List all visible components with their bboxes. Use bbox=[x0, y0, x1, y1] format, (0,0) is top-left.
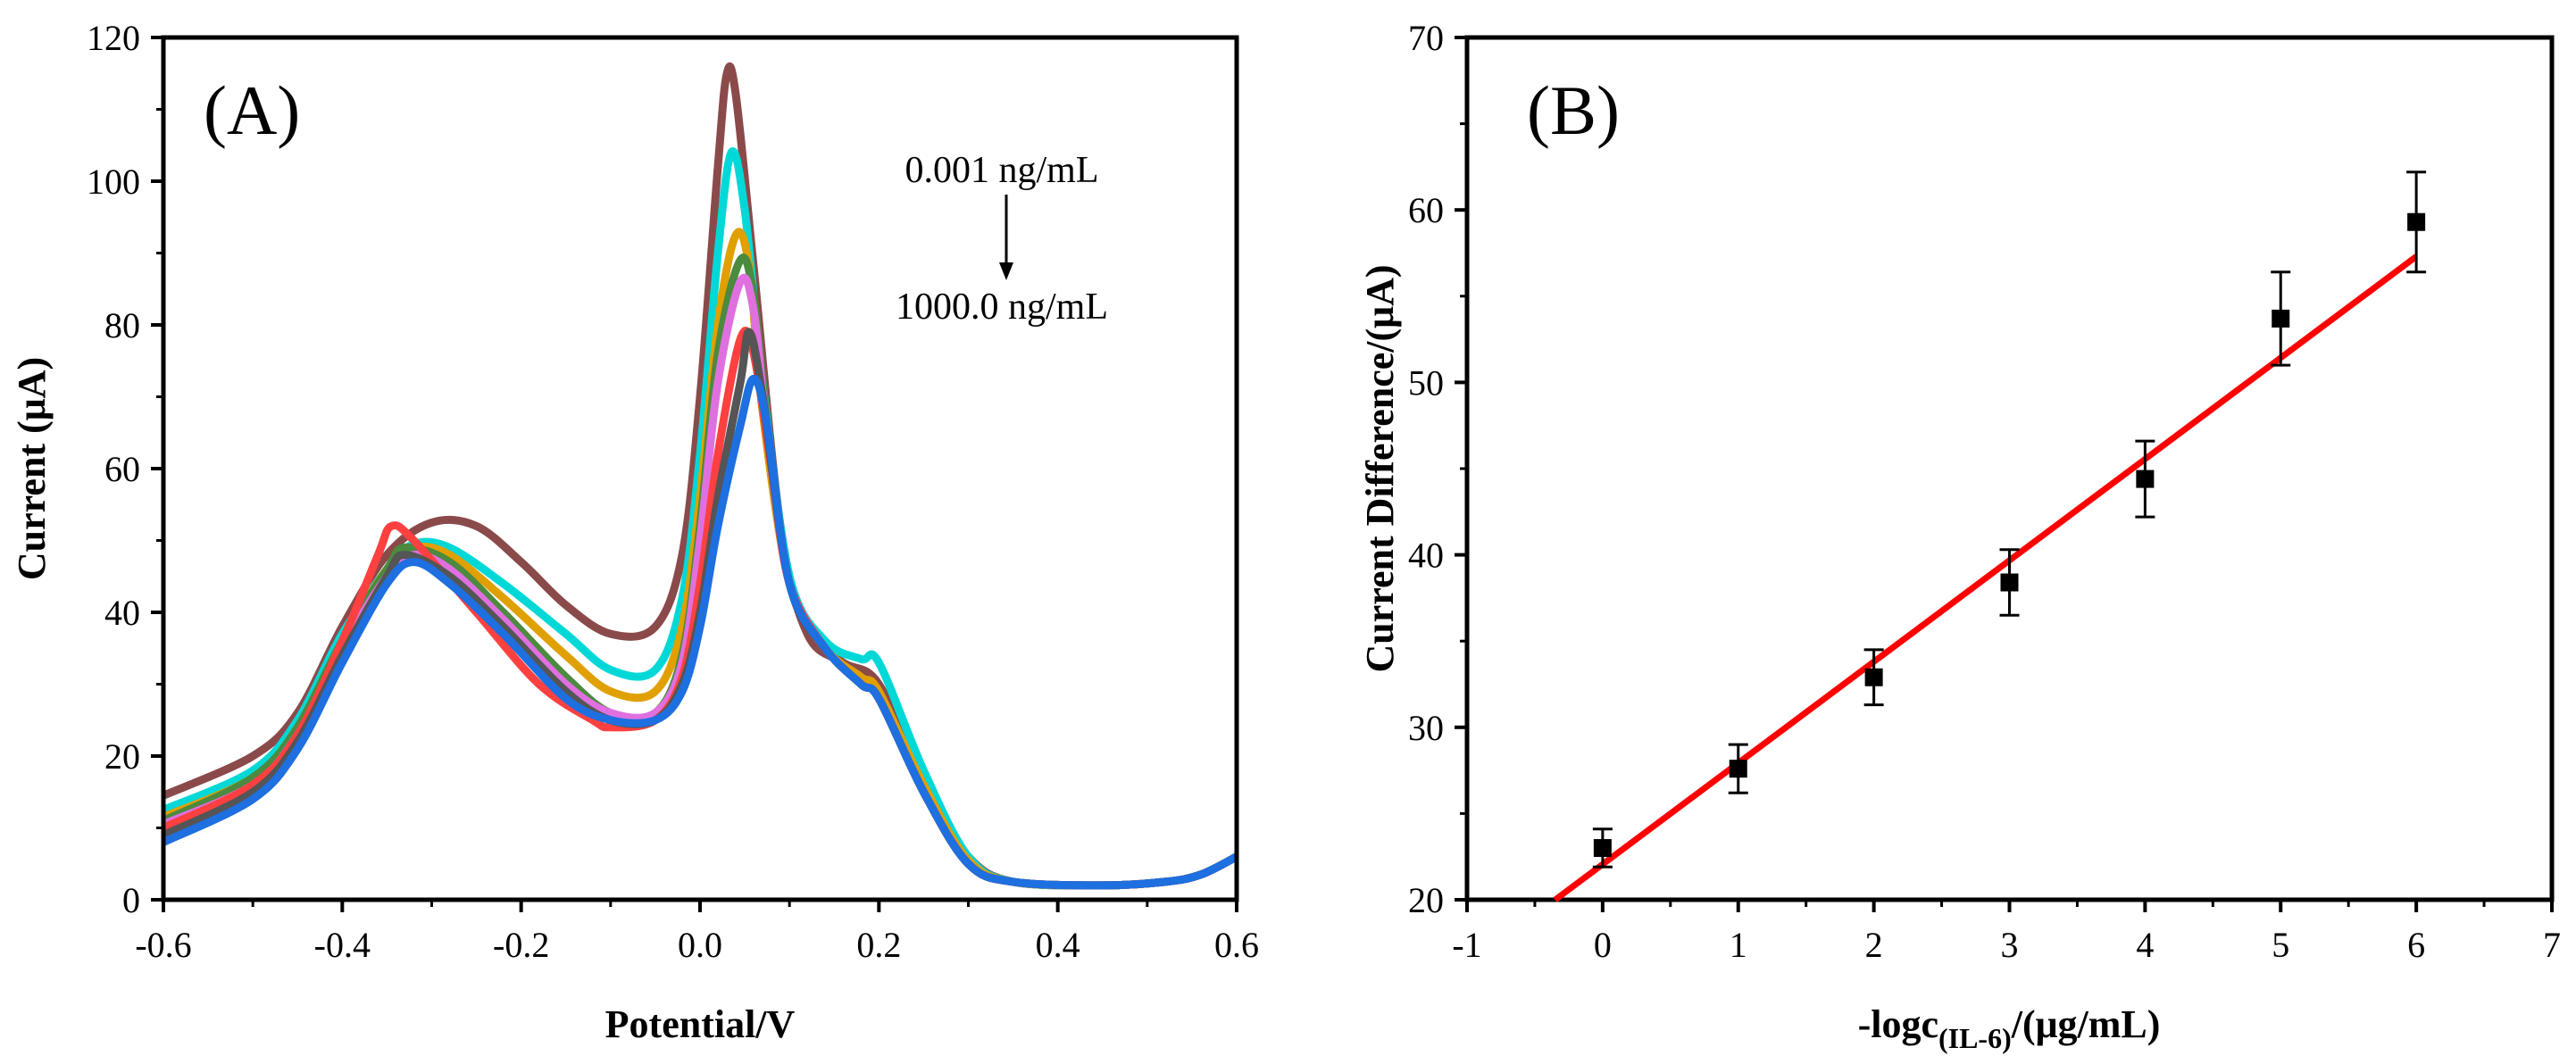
panel-a-curves bbox=[162, 62, 1239, 890]
panel-b-data-point bbox=[2407, 212, 2426, 231]
panel-b-x-tick-label: 3 bbox=[2001, 925, 2019, 965]
panel-a-x-tick-label: 0.4 bbox=[1036, 925, 1080, 965]
panel-a-y-tick-label: 60 bbox=[104, 449, 140, 489]
panel-a-x-tick-label: 0.0 bbox=[678, 925, 722, 965]
panel-a-x-axis-title: Potential/V bbox=[605, 1002, 796, 1046]
panel-a-y-tick-label: 120 bbox=[87, 18, 140, 58]
panel-b-x-tick-label: 7 bbox=[2543, 925, 2561, 965]
panel-b-y-tick-label: 60 bbox=[1408, 190, 1444, 230]
panel-a-y-tick-label: 40 bbox=[104, 593, 140, 633]
panel-b-data-point bbox=[1864, 668, 1883, 686]
panel-b-x-tick-label: 6 bbox=[2407, 925, 2425, 965]
panel-b-frame bbox=[1464, 35, 2555, 902]
panel-a-chart: -0.6 -0.4 -0.2 0.0 0.2 0.4 0.6 0 20 40 60 80 100 120… bbox=[10, 18, 1259, 1046]
panel-b-fit-line-group bbox=[1553, 254, 2419, 902]
panel-a-y-tick-label: 100 bbox=[87, 162, 140, 202]
panel-a-annotation-bottom: 1000.0 ng/mL bbox=[896, 287, 1108, 328]
panel-a-y-ticks: 0 20 40 60 80 100 120 bbox=[87, 18, 163, 920]
panel-b-y-tick-label: 50 bbox=[1408, 362, 1444, 403]
panel-b-points bbox=[1592, 170, 2427, 869]
panel-a-series-7 bbox=[162, 374, 1239, 890]
panel-b-fit-line bbox=[1553, 254, 2419, 902]
panel-b-y-ticks: 20 30 40 50 60 70 bbox=[1408, 18, 1467, 920]
panel-a-x-tick-label: -0.6 bbox=[135, 925, 191, 965]
panel-a-y-axis-title: Current (μA) bbox=[10, 357, 54, 580]
panel-b-x-axis-title-subscript: (IL-6) bbox=[1938, 1022, 2012, 1054]
panel-b-chart: -1 0 1 2 3 4 5 6 7 20 30 40 50 60 70 (B) -logc(IL-6)/… bbox=[1358, 18, 2561, 1054]
panel-a-y-tick-label: 80 bbox=[104, 305, 140, 345]
panel-b-label: (B) bbox=[1527, 71, 1620, 149]
panel-a-y-tick-label: 0 bbox=[122, 880, 140, 920]
panel-a-x-tick-label: 0.2 bbox=[856, 925, 901, 965]
panel-a-x-ticks: -0.6 -0.4 -0.2 0.0 0.2 0.4 0.6 bbox=[135, 900, 1259, 965]
panel-a-annotation-top: 0.001 ng/mL bbox=[905, 150, 1099, 191]
panel-b-y-tick-label: 20 bbox=[1408, 880, 1444, 920]
panel-a-label: (A) bbox=[204, 71, 300, 149]
panel-b-data-point bbox=[1593, 839, 1612, 858]
panel-b-y-axis-title: Current Difference/(μA) bbox=[1358, 264, 1402, 672]
panel-a-annotation-arrowhead bbox=[999, 262, 1013, 280]
panel-a-x-tick-label: -0.4 bbox=[314, 925, 371, 965]
panel-b-data-point bbox=[2272, 309, 2290, 328]
panel-b-data-point bbox=[2000, 573, 2019, 592]
panel-b-x-axis-title: -logc(IL-6)/(μg/mL) bbox=[1858, 1002, 2161, 1054]
panel-a-x-tick-label: -0.2 bbox=[493, 925, 549, 965]
panel-b-x-tick-label: 4 bbox=[2136, 925, 2154, 965]
panel-a-y-tick-label: 20 bbox=[104, 736, 140, 777]
panel-b-x-ticks: -1 0 1 2 3 4 5 6 7 bbox=[1452, 900, 2561, 965]
panel-b-x-tick-label: 0 bbox=[1594, 925, 1612, 965]
panel-b-x-axis-title-tail: /(μg/mL) bbox=[2011, 1002, 2161, 1046]
panel-a-x-tick-label: 0.6 bbox=[1214, 925, 1259, 965]
panel-b-x-tick-label: 2 bbox=[1865, 925, 1883, 965]
panel-b-x-tick-label: 5 bbox=[2272, 925, 2289, 965]
panel-b-y-tick-label: 40 bbox=[1408, 536, 1444, 576]
panel-b-data-point bbox=[1729, 760, 1747, 778]
panel-b-x-tick-label: 1 bbox=[1730, 925, 1747, 965]
panel-b-y-tick-label: 30 bbox=[1408, 708, 1444, 748]
panel-b-y-tick-label: 70 bbox=[1408, 18, 1444, 58]
panel-b-x-axis-title-main: -logc bbox=[1858, 1002, 1938, 1046]
panel-b-data-point bbox=[2136, 470, 2155, 488]
panel-b-x-tick-label: -1 bbox=[1452, 925, 1481, 965]
